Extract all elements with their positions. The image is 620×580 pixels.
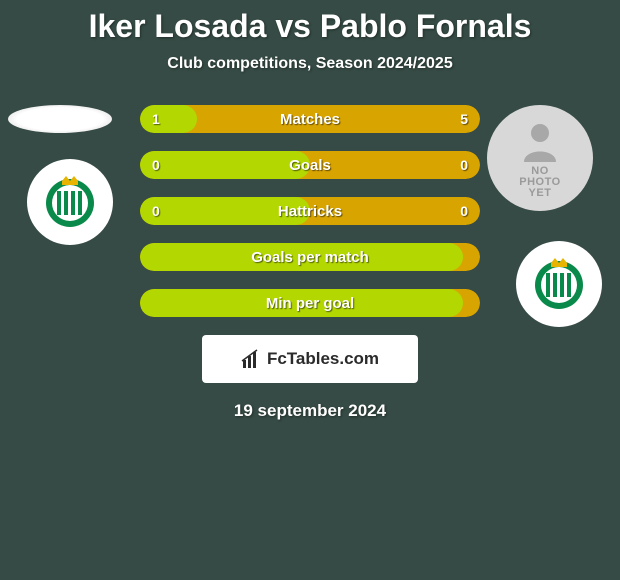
brand-text: FcTables.com xyxy=(267,349,379,369)
brand-box: FcTables.com xyxy=(202,335,418,383)
no-photo-line-2: PHOTO xyxy=(519,177,560,188)
stat-bar-row: Min per goal xyxy=(140,289,480,317)
betis-crest-icon xyxy=(533,255,585,313)
stat-bar-row: Goals per match xyxy=(140,243,480,271)
stat-label: Goals per match xyxy=(140,243,480,271)
bar-chart-icon xyxy=(241,348,263,370)
no-photo-line-3: YET xyxy=(529,188,552,199)
no-photo-line-1: NO xyxy=(531,166,549,177)
comparison-content: NO PHOTO YET 15Matches 00Goals 00Hattricks… xyxy=(0,105,620,317)
stats-bars: 15Matches 00Goals 00Hattricks Goals per mat… xyxy=(140,105,480,317)
betis-crest-icon xyxy=(44,173,96,231)
date-line: 19 september 2024 xyxy=(0,401,620,421)
stat-bar-row: 15Matches xyxy=(140,105,480,133)
page-title: Iker Losada vs Pablo Fornals xyxy=(0,0,620,45)
player-left-club-crest xyxy=(27,159,113,245)
stat-label: Goals xyxy=(140,151,480,179)
player-left-photo-placeholder xyxy=(8,105,112,133)
stat-bar-row: 00Hattricks xyxy=(140,197,480,225)
player-right-club-crest xyxy=(516,241,602,327)
stat-label: Matches xyxy=(140,105,480,133)
player-right-photo-placeholder: NO PHOTO YET xyxy=(487,105,593,211)
stat-bar-row: 00Goals xyxy=(140,151,480,179)
stat-label: Min per goal xyxy=(140,289,480,317)
page-subtitle: Club competitions, Season 2024/2025 xyxy=(0,55,620,73)
person-silhouette-icon xyxy=(516,118,564,166)
stat-label: Hattricks xyxy=(140,197,480,225)
